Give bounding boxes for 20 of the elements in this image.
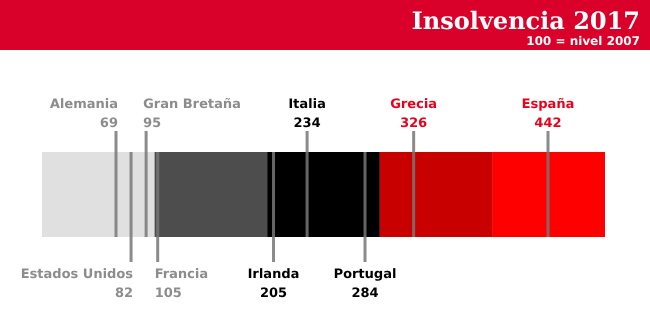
category-label: Alemania bbox=[50, 97, 118, 112]
data-label: 326 bbox=[400, 116, 428, 131]
category-label: España bbox=[522, 97, 574, 112]
text: 100 = nivel 2007 bbox=[526, 34, 640, 48]
data-label: 69 bbox=[100, 116, 118, 131]
data-label: 284 bbox=[351, 286, 379, 301]
category-label: Estados Unidos bbox=[20, 267, 134, 282]
data-label: 95 bbox=[143, 116, 162, 131]
category-label: Portugal bbox=[334, 267, 396, 282]
category-label: Francia bbox=[154, 267, 208, 282]
data-label: 234 bbox=[294, 116, 321, 131]
data-label: 105 bbox=[154, 286, 182, 301]
category-label: Italia bbox=[288, 97, 326, 112]
data-label: 205 bbox=[260, 286, 288, 301]
data-label: 82 bbox=[114, 286, 134, 301]
category-label: Grecia bbox=[390, 97, 438, 112]
data-label: 442 bbox=[534, 116, 562, 131]
category-label: Gran Bretaña bbox=[143, 97, 241, 112]
category-label: Irlanda bbox=[248, 267, 300, 282]
text: Insolvencia 2017 bbox=[412, 6, 640, 35]
